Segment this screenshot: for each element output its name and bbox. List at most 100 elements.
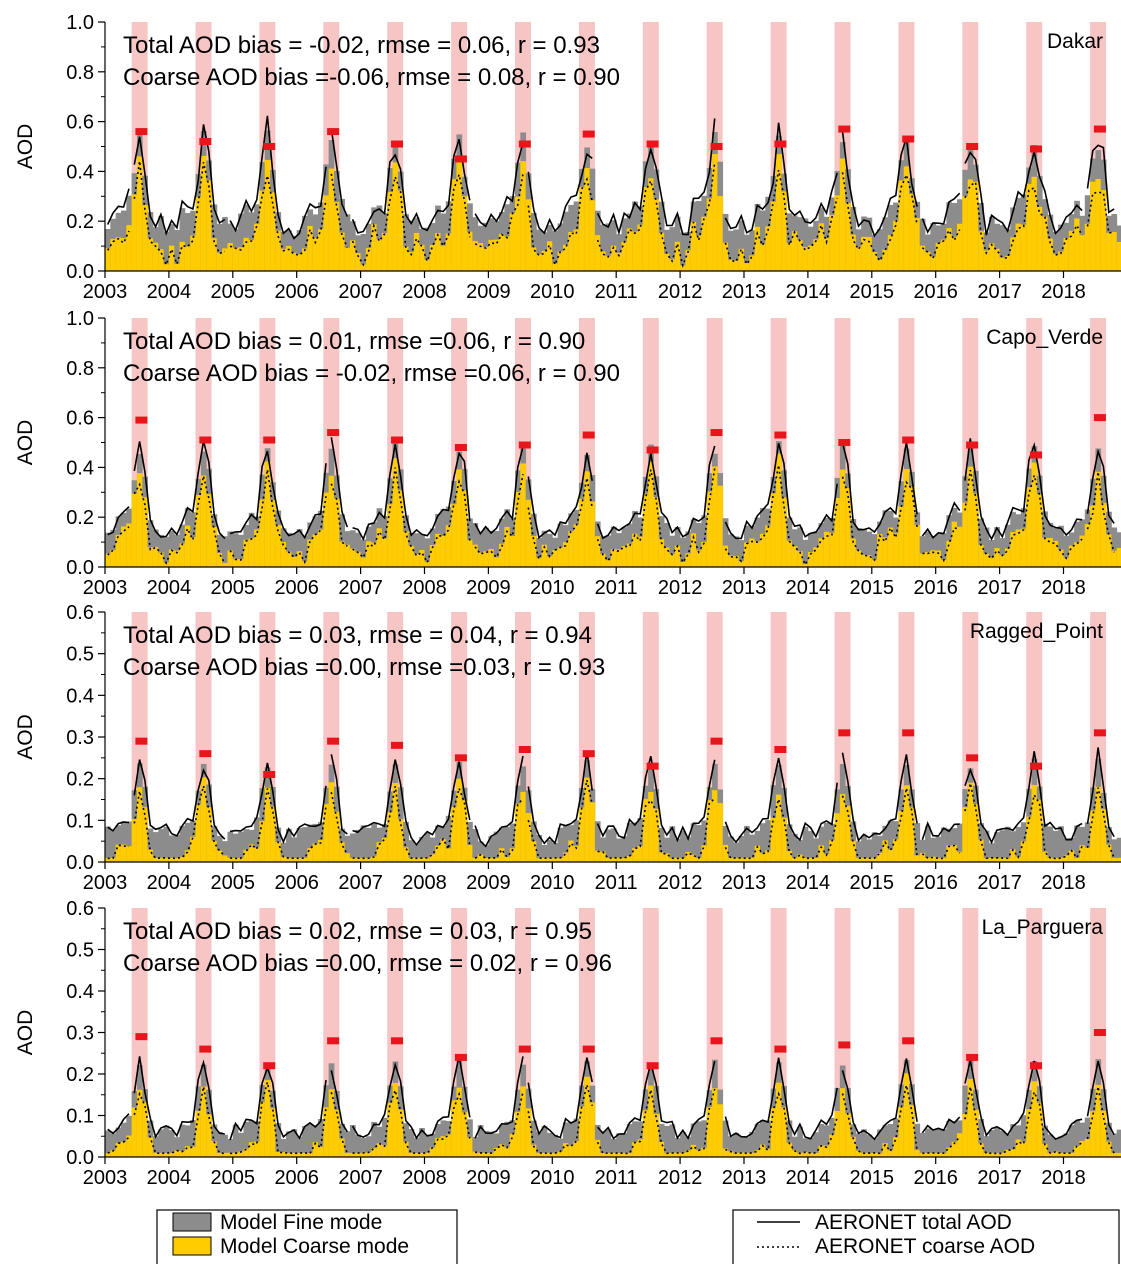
fine-mode-bar [690, 823, 697, 862]
coarse-mode-bar [264, 159, 271, 271]
fine-mode-bar [488, 530, 495, 567]
summer-peak-marker [327, 128, 340, 136]
fine-mode-bar [435, 825, 441, 862]
coarse-mode-bar [190, 235, 196, 271]
y-tick-label: 0.6 [66, 112, 94, 134]
coarse-mode-bar [264, 1080, 271, 1157]
summer-peak-marker [710, 143, 723, 150]
coarse-mode-bar [877, 1152, 883, 1157]
summer-peak-marker [902, 436, 915, 444]
coarse-mode-bar [259, 1102, 266, 1157]
fine-mode-bar [163, 1125, 170, 1157]
fine-mode-bar [743, 1137, 750, 1157]
coarse-mode-bar [312, 843, 319, 862]
x-tick-label: 2004 [147, 577, 192, 599]
x-tick-label: 2006 [274, 872, 319, 894]
coarse-mode-bar [1042, 537, 1048, 567]
stats-total-text: Total AOD bias = 0.03, rmse = 0.04, r = … [123, 622, 592, 649]
coarse-mode-bar [903, 468, 910, 567]
coarse-mode-bar [168, 245, 175, 271]
coarse-mode-bar [227, 857, 234, 862]
coarse-mode-bar [1020, 224, 1027, 271]
fine-mode-bar [227, 831, 234, 862]
coarse-mode-bar [333, 811, 340, 862]
fine-mode-bar [238, 1132, 244, 1157]
coarse-mode-bar [845, 488, 851, 567]
fine-mode-bar [381, 1117, 388, 1157]
coarse-mode-bar [706, 1106, 713, 1157]
coarse-mode-bar [413, 553, 420, 567]
fine-mode-bar [696, 824, 702, 862]
coarse-mode-bar [855, 857, 862, 862]
fine-mode-bar [499, 518, 505, 567]
coarse-mode-bar [621, 546, 628, 567]
fine-mode-bar [344, 214, 351, 271]
fine-mode-bar [749, 230, 756, 271]
coarse-mode-bar [392, 458, 399, 567]
coarse-mode-bar [349, 857, 356, 862]
x-tick-label: 2007 [338, 1167, 383, 1189]
station-name: La_Parguera [982, 916, 1104, 939]
coarse-mode-bar [632, 1142, 638, 1157]
coarse-mode-bar [419, 857, 425, 862]
coarse-mode-bar [1095, 178, 1102, 271]
fine-mode-bar [238, 213, 244, 271]
coarse-mode-bar [365, 1152, 372, 1157]
legend-aeronet: AERONET total AOD AERONET coarse AOD [732, 1209, 1120, 1269]
coarse-mode-bar [664, 547, 670, 567]
coarse-mode-bar [264, 787, 271, 862]
coarse-mode-bar [1036, 494, 1043, 567]
coarse-mode-bar [802, 564, 809, 567]
coarse-mode-bar [1031, 176, 1038, 271]
fine-mode-bar [222, 841, 228, 862]
fine-mode-bar [248, 1120, 255, 1157]
coarse-mode-bar [525, 812, 532, 862]
y-tick-label: 0.6 [66, 898, 94, 920]
fine-mode-bar [562, 1122, 569, 1157]
coarse-mode-bar [419, 550, 425, 567]
coarse-mode-bar [413, 1152, 420, 1157]
fine-mode-bar [1111, 839, 1118, 862]
coarse-mode-bar [126, 846, 133, 862]
fine-mode-bar [935, 534, 942, 567]
coarse-mode-bar [344, 1152, 351, 1157]
coarse-mode-bar [190, 836, 196, 862]
fine-mode-bar [988, 1130, 995, 1157]
fine-mode-bar [738, 1136, 745, 1157]
coarse-mode-bar [174, 857, 180, 862]
coarse-mode-bar [387, 811, 393, 862]
coarse-mode-bar [403, 1141, 409, 1157]
coarse-mode-bar [275, 524, 282, 567]
coarse-mode-bar [1106, 534, 1112, 567]
coarse-mode-bar [1100, 190, 1107, 271]
coarse-mode-bar [834, 1110, 841, 1157]
fine-mode-bar [882, 1125, 889, 1157]
coarse-mode-bar [680, 1152, 686, 1157]
fine-mode-bar [445, 815, 452, 862]
fine-mode-bar [1084, 822, 1091, 862]
coarse-mode-bar [690, 221, 697, 271]
fine-mode-bar [254, 1121, 260, 1157]
coarse-mode-bar [749, 255, 756, 271]
coarse-mode-bar [504, 856, 511, 862]
y-tick-label: 0.4 [66, 161, 94, 183]
x-tick-label: 2016 [913, 1167, 958, 1189]
coarse-mode-bar [206, 1114, 212, 1157]
coarse-mode-bar [360, 857, 367, 862]
fine-mode-bar [1047, 1134, 1054, 1157]
fine-mode-bar [616, 234, 622, 271]
fine-mode-bar [1010, 831, 1016, 862]
coarse-mode-bar [823, 1145, 830, 1157]
coarse-mode-bar [903, 1073, 910, 1157]
y-tick-label: 1.0 [66, 308, 94, 330]
coarse-mode-bar [323, 195, 330, 271]
coarse-mode-bar [493, 557, 500, 567]
coarse-mode-bar [328, 782, 335, 862]
x-tick-label: 2008 [402, 577, 447, 599]
fine-mode-bar [605, 829, 612, 862]
y-tick-label: 0.4 [66, 981, 94, 1003]
coarse-mode-bar [733, 555, 740, 567]
coarse-mode-bar [355, 1152, 361, 1157]
coarse-mode-bar [621, 241, 628, 271]
coarse-mode-bar [397, 819, 404, 862]
